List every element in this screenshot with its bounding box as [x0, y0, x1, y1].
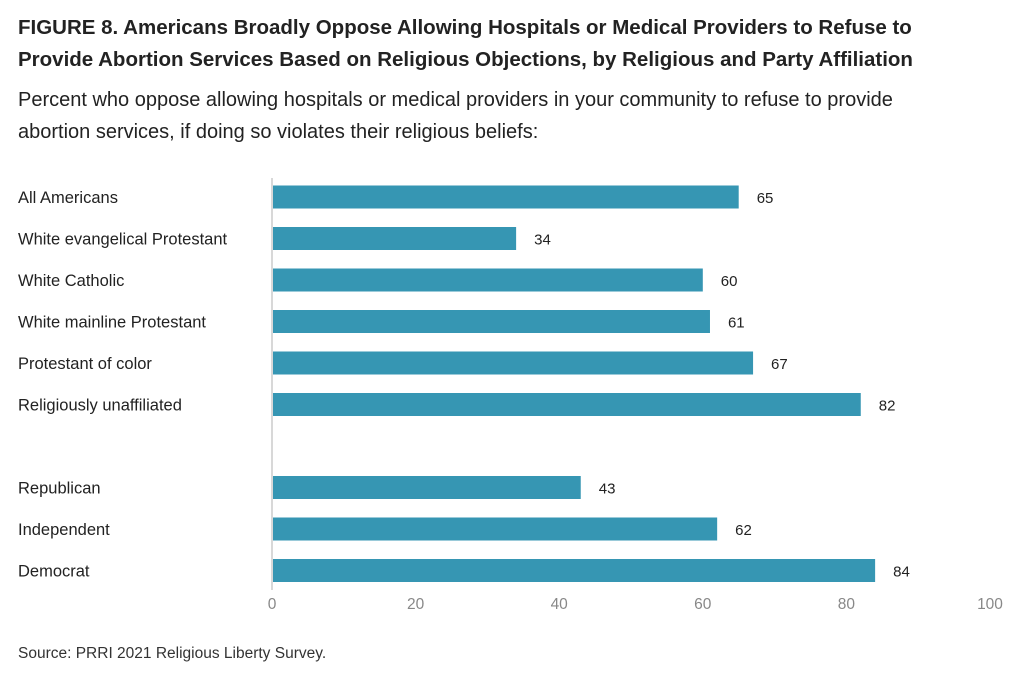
- data-label: 65: [757, 190, 774, 207]
- chart-title-line-2: Provide Abortion Services Based on Relig…: [18, 48, 913, 71]
- bar: [273, 310, 710, 333]
- chart-subtitle: Percent who oppose allowing hospitals or…: [18, 84, 1008, 148]
- x-tick-label: 60: [694, 596, 712, 613]
- bar: [273, 268, 703, 292]
- bar: [273, 227, 517, 250]
- data-label: 84: [893, 564, 910, 581]
- category-label: White Catholic: [18, 272, 124, 290]
- category-label: Independent: [18, 521, 110, 539]
- x-tick-label: 20: [407, 596, 425, 613]
- bar: [273, 517, 718, 541]
- bar: [273, 351, 754, 375]
- category-label: Religiously unaffiliated: [18, 397, 182, 415]
- data-label: 67: [771, 356, 788, 373]
- data-label: 43: [599, 481, 616, 498]
- chart-subtitle-line-1: Percent who oppose allowing hospitals or…: [18, 89, 893, 111]
- data-label: 61: [728, 315, 745, 332]
- data-label: 60: [721, 273, 738, 290]
- bar: [273, 393, 861, 416]
- category-label: White evangelical Protestant: [18, 231, 228, 249]
- bar-chart: All Americans 65 White evangelical Protest…: [18, 178, 1003, 613]
- bar: [273, 476, 581, 499]
- category-label: Protestant of color: [18, 355, 152, 373]
- category-label: White mainline Protestant: [18, 314, 206, 332]
- chart-subtitle-line-2: abortion services, if doing so violates …: [18, 121, 539, 143]
- bar: [273, 559, 876, 582]
- category-label: Democrat: [18, 563, 90, 581]
- category-label: Republican: [18, 480, 101, 498]
- x-tick-label: 0: [268, 596, 277, 613]
- category-label: All Americans: [18, 189, 118, 207]
- source-note: Source: PRRI 2021 Religious Liberty Surv…: [18, 645, 327, 662]
- data-label: 82: [879, 398, 896, 415]
- chart-title-line-1: FIGURE 8. Americans Broadly Oppose Allow…: [18, 16, 912, 39]
- chart-title: FIGURE 8. Americans Broadly Oppose Allow…: [18, 12, 1008, 76]
- data-label: 62: [735, 522, 752, 539]
- bar: [273, 185, 739, 209]
- x-tick-label: 40: [551, 596, 569, 613]
- x-tick-label: 100: [977, 596, 1003, 613]
- data-label: 34: [534, 232, 551, 249]
- x-tick-label: 80: [838, 596, 856, 613]
